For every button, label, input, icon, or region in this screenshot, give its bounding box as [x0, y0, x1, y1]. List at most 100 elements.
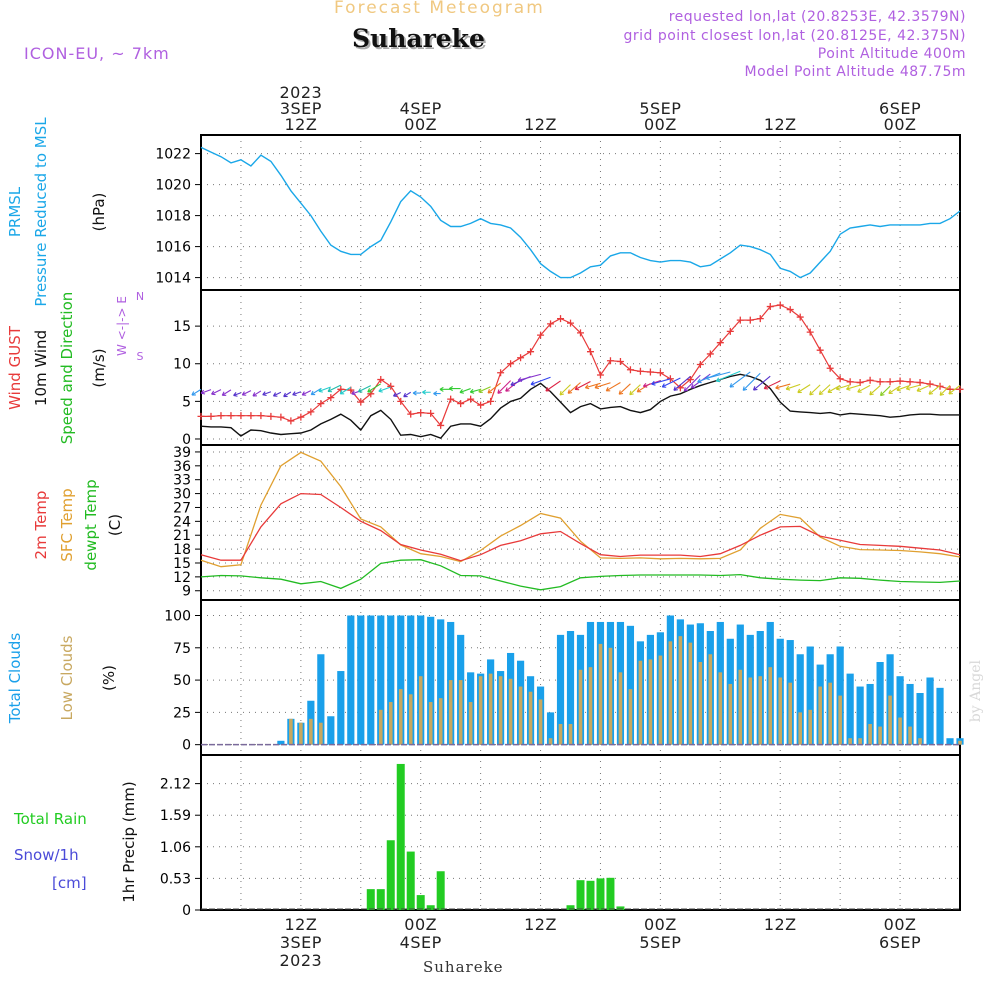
wind-direction-arrow: [545, 380, 561, 392]
wind-gust-point: [606, 357, 614, 365]
wind-direction-arrow: [939, 385, 951, 396]
total-cloud-bar: [437, 619, 445, 745]
wind-gust-point: [886, 378, 894, 386]
wind-gust-point: [357, 398, 365, 406]
wind-gust-point: [417, 409, 425, 417]
total-cloud-bar: [407, 615, 415, 745]
wind-direction-arrow: [661, 377, 681, 388]
wind-direction-arrow: [487, 382, 501, 394]
y-tick-label: 100: [164, 609, 191, 625]
wind-direction-arrow: [948, 384, 961, 395]
panel-clouds: 0 25 50 75 100: [164, 599, 964, 756]
wind-direction-arrow: [775, 383, 791, 390]
wind-gust-point: [616, 357, 624, 365]
low-cloud-bar: [638, 660, 643, 745]
low-cloud-bar: [728, 683, 733, 745]
y-tick-label: 30: [173, 487, 191, 503]
wind-direction-arrow: [327, 384, 342, 393]
total-cloud-bar: [896, 676, 904, 745]
label-total-clouds: Total Clouds: [6, 633, 24, 725]
precip-bar: [596, 878, 605, 910]
precip-bar: [576, 880, 585, 910]
y-tick-label: 50: [173, 673, 191, 689]
y-tick-label: 10: [173, 357, 191, 373]
y-tick-label: 1020: [155, 178, 191, 194]
wind-direction-arrow: [318, 386, 332, 393]
wind-gust-point: [567, 319, 575, 327]
y-tick-label: 1016: [155, 240, 191, 256]
low-cloud-bar: [448, 680, 453, 745]
low-cloud-bar: [398, 689, 403, 745]
total-cloud-bar: [347, 615, 355, 745]
label-snow: Snow/1h: [14, 846, 79, 864]
y-tick-label: 39: [173, 445, 191, 461]
wind-direction-arrow: [905, 384, 921, 391]
total-cloud-bar: [936, 687, 944, 745]
wind-direction-arrow: [559, 384, 571, 396]
wind-gust-point: [487, 397, 495, 405]
time-label-bottom: 6SEP: [879, 933, 921, 952]
low-cloud-bar: [748, 677, 753, 745]
total-cloud-bar: [337, 671, 345, 745]
low-cloud-bar: [738, 669, 743, 745]
precip-bar: [376, 889, 385, 910]
total-cloud-bar: [377, 615, 385, 745]
total-cloud-bar: [926, 677, 934, 745]
time-label-bottom: 5SEP: [639, 933, 681, 952]
requested-coords: requested lon,lat (20.8253E, 42.3579N): [668, 9, 966, 25]
low-cloud-bar: [498, 676, 503, 745]
low-cloud-bar: [898, 717, 902, 745]
wind-gust-point: [906, 378, 914, 386]
low-cloud-bar: [418, 676, 423, 745]
label-wind-direction: Speed and Direction: [58, 292, 76, 445]
wind-speed-line: [200, 373, 960, 440]
y-tick-label: 0.53: [160, 871, 191, 887]
label-cloud-unit: (%): [100, 665, 118, 691]
wind-gust-point: [297, 413, 305, 421]
wind-direction-arrow: [191, 388, 202, 396]
total-cloud-bar: [866, 683, 874, 745]
low-cloud-bar: [408, 694, 413, 745]
y-tick-label: 24: [173, 514, 191, 530]
label-temp-unit: (C): [106, 514, 124, 536]
wind-gust-point: [207, 412, 215, 420]
wind-direction-arrow: [412, 390, 421, 396]
wind-gust-point: [876, 378, 884, 386]
low-cloud-bar: [878, 726, 882, 745]
total-cloud-bar: [546, 712, 555, 745]
time-label-bottom: 12Z: [284, 915, 317, 934]
wind-gust-point: [916, 379, 924, 387]
low-cloud-bar: [818, 686, 822, 745]
compass-north: N: [136, 290, 144, 303]
total-cloud-bar: [946, 738, 954, 745]
wind-direction-arrow: [357, 385, 372, 393]
wind-gust-point: [277, 413, 285, 421]
total-cloud-bar: [277, 740, 285, 745]
wind-direction-arrow: [879, 385, 891, 397]
wind-direction-arrow: [752, 375, 771, 391]
wind-direction-arrow: [916, 384, 931, 393]
wind-direction-arrow: [629, 384, 641, 396]
precip-bar: [426, 905, 435, 910]
y-tick-label: 27: [173, 500, 191, 516]
wind-direction-arrow: [478, 386, 491, 394]
wind-gust-point: [517, 354, 525, 362]
low-cloud-bar: [478, 676, 483, 745]
low-cloud-bar: [598, 643, 603, 745]
wind-direction-arrow: [857, 384, 871, 393]
wind-direction-arrow: [367, 383, 382, 393]
low-cloud-bar: [888, 695, 892, 745]
wind-direction-arrow: [448, 386, 461, 392]
low-cloud-bar: [838, 695, 842, 745]
total-cloud-bar: [357, 615, 365, 745]
y-tick-label: 1022: [155, 147, 191, 163]
time-label-bottom: 3SEP: [280, 933, 322, 952]
wind-gust-point: [507, 360, 515, 368]
wind-direction-arrow: [211, 389, 222, 396]
wind-direction-arrow: [651, 378, 671, 386]
sfc-temp-line: [200, 451, 961, 568]
wind-direction-arrow: [252, 390, 262, 397]
total-cloud-bar: [876, 662, 884, 745]
total-cloud-bar: [916, 693, 924, 745]
